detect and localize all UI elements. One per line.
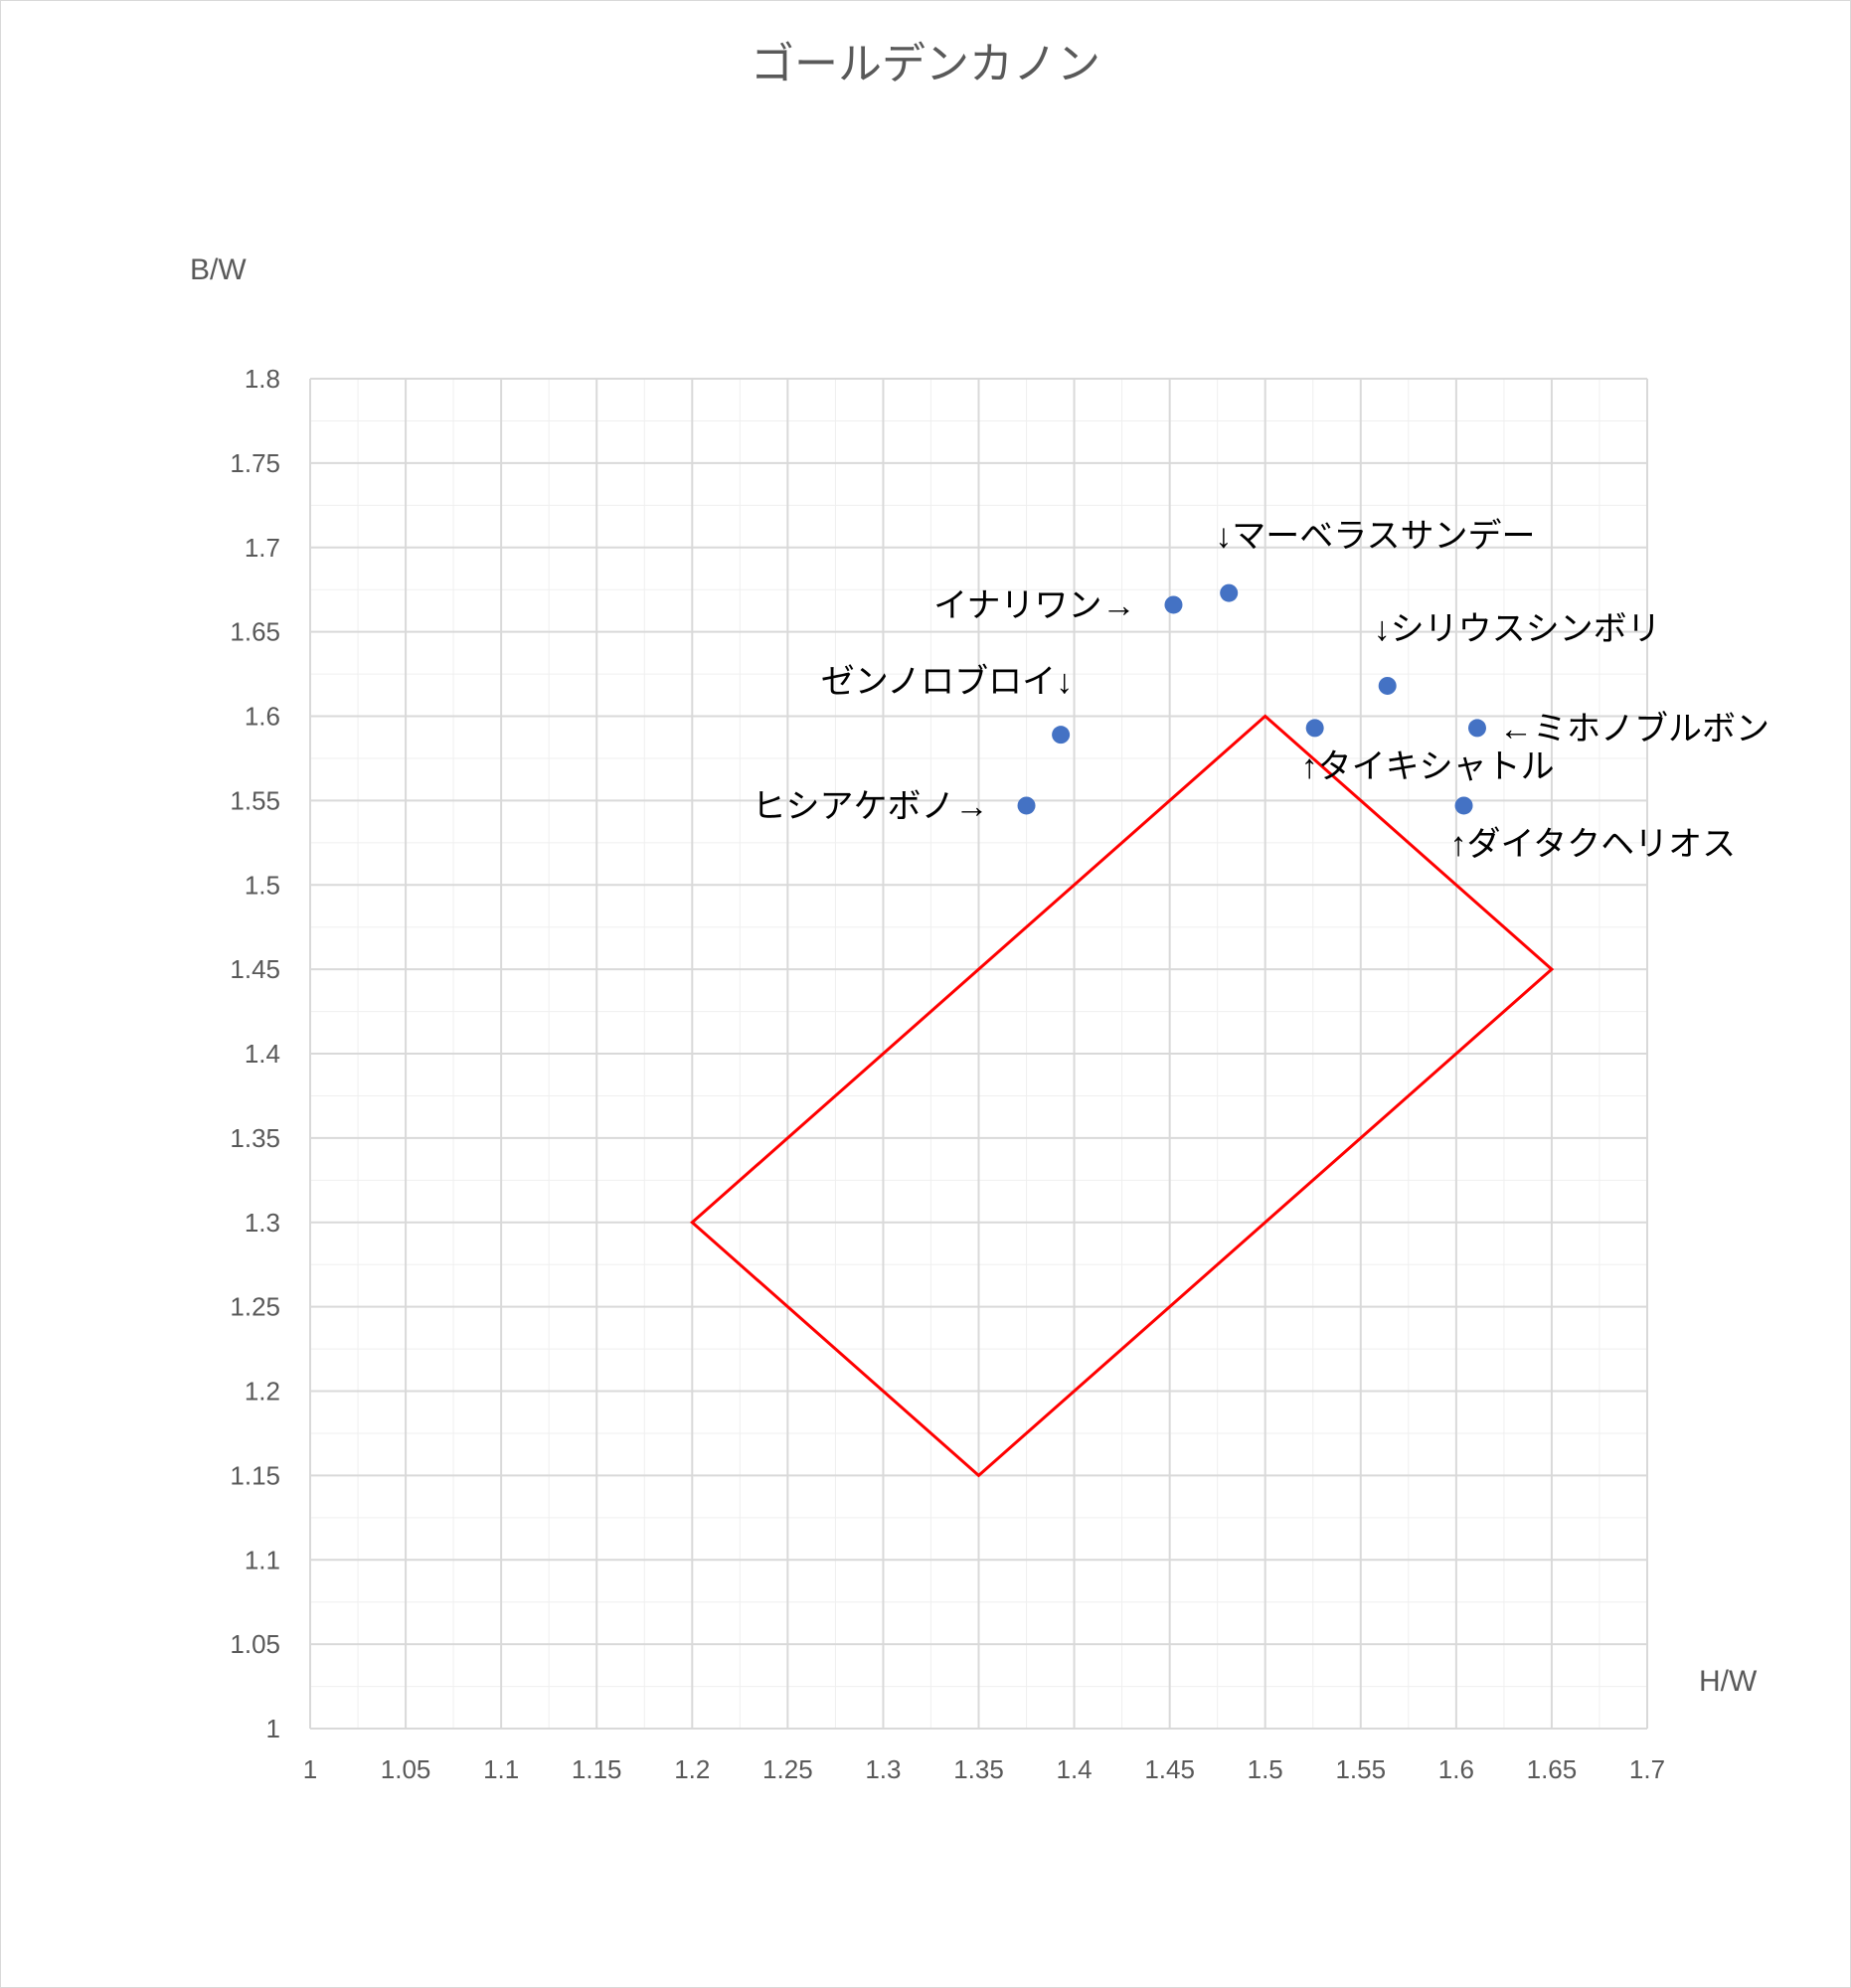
grid-layer [309,378,1648,1730]
y-tick-label: 1.55 [230,785,280,815]
shape-layer [690,714,1555,1478]
x-tick-label: 1.05 [381,1754,431,1784]
y-tick-label: 1.35 [230,1123,280,1153]
region-polygon [690,714,1555,1478]
y-tick-label: 1.5 [245,870,280,900]
x-tick-label: 1.3 [865,1754,901,1784]
y-tick-label: 1 [266,1714,280,1743]
x-tick-label: 1.25 [762,1754,813,1784]
x-tick-label: 1.1 [483,1754,519,1784]
x-tick-label: 1.55 [1335,1754,1386,1784]
y-tick-label: 1.75 [230,448,280,478]
y-tick-label: 1.05 [230,1629,280,1659]
y-tick-label: 1.4 [245,1039,280,1069]
data-point-label: ヒシアケボノ→ [753,787,989,825]
y-tick-label: 1.1 [245,1545,280,1574]
x-tick-label: 1.65 [1527,1754,1578,1784]
y-tick-label: 1.6 [245,702,280,732]
y-tick-label: 1.3 [245,1208,280,1238]
data-point-label: ↓シリウスシンボリ [1374,610,1661,648]
data-point [1454,796,1473,815]
x-tick-label: 1.2 [674,1754,710,1784]
data-points [1017,583,1486,815]
x-tick-label: 1.5 [1248,1754,1283,1784]
x-tick-label: 1.7 [1629,1754,1665,1784]
x-tick-label: 1.15 [572,1754,622,1784]
x-tick-label: 1 [303,1754,317,1784]
data-point-label: ↓マーベラスサンデー [1215,518,1535,556]
y-tick-label: 1.2 [245,1377,280,1407]
data-point [1467,719,1486,738]
data-point-label: イナリワン→ [933,586,1135,624]
data-point [1052,726,1071,745]
point-labels: ヒシアケボノ→ ゼンノロブロイ↓ イナリワン→ ↓マーベラスサンデー ↑タイキシャトル ↓… [753,518,1769,864]
x-tick-label: 1.45 [1144,1754,1195,1784]
y-axis-title: B/W [190,253,247,286]
x-tick-label: 1.4 [1056,1754,1092,1784]
data-point-label: ↑ダイタクヘリオス [1450,825,1737,863]
x-axis-title: H/W [1699,1665,1758,1698]
data-point [1305,719,1324,738]
y-tick-label: 1.65 [230,617,280,647]
y-tick-label: 1.45 [230,954,280,984]
x-tick-label: 1.6 [1438,1754,1474,1784]
data-point-label: ↑タイキシャトル [1301,747,1555,785]
y-tick-label: 1.15 [230,1460,280,1490]
data-point [1220,583,1239,602]
data-point [1378,676,1397,695]
tick-labels: 1 1.05 1.1 1.15 1.2 1.25 1.3 1.35 1.4 1.45 1.5 1.55… [230,364,1665,1784]
y-tick-label: 1.8 [245,364,280,394]
x-tick-label: 1.35 [953,1754,1004,1784]
data-point-label: ←ミホノブルボン [1499,710,1769,747]
data-point [1164,595,1183,614]
data-point-label: ゼンノロブロイ↓ [821,663,1073,701]
y-tick-label: 1.7 [245,533,280,563]
chart-title: ゴールデンカノン [751,40,1100,88]
data-point [1017,796,1036,815]
y-tick-label: 1.25 [230,1292,280,1322]
